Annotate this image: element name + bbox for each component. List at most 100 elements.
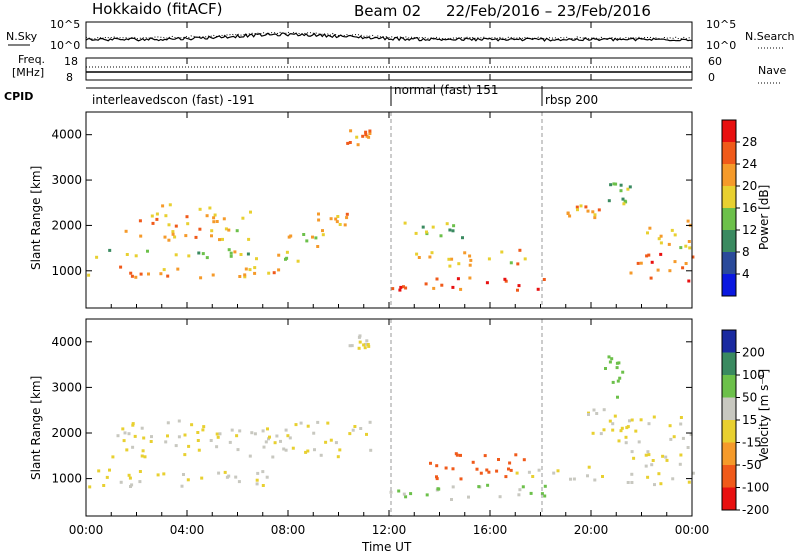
heatmap-cell bbox=[326, 421, 330, 425]
heatmap-cell bbox=[357, 346, 361, 350]
heatmap-cell bbox=[586, 209, 590, 213]
heatmap-cell bbox=[311, 235, 314, 239]
heatmap-cell bbox=[334, 441, 338, 445]
heatmap-cell bbox=[166, 274, 170, 278]
heatmap-cell bbox=[212, 216, 216, 220]
heatmap-cell bbox=[368, 129, 372, 133]
heatmap-cell bbox=[653, 483, 656, 487]
nave-tick-top: 60 bbox=[708, 55, 722, 68]
heatmap-cell bbox=[233, 250, 237, 254]
heatmap-cell bbox=[261, 429, 265, 433]
colorbar-segment bbox=[722, 164, 736, 186]
heatmap-cell bbox=[343, 223, 347, 227]
velocity-colorbar-label: Velocity [m s⁻¹] bbox=[757, 369, 771, 462]
heatmap-cell bbox=[456, 277, 460, 281]
heatmap-cell bbox=[196, 431, 200, 434]
colorbar-tick-label: 12 bbox=[742, 223, 757, 237]
heatmap-cell bbox=[359, 427, 363, 430]
colorbar-segment bbox=[722, 142, 736, 164]
heatmap-cell bbox=[194, 235, 198, 239]
heatmap-cell bbox=[239, 253, 243, 256]
heatmap-cell bbox=[140, 454, 144, 458]
y-tick-label: 3000 bbox=[51, 380, 82, 394]
heatmap-cell bbox=[659, 234, 663, 238]
colorbar-segment bbox=[722, 230, 736, 252]
heatmap-cell bbox=[201, 428, 205, 432]
heatmap-cell bbox=[403, 221, 407, 225]
heatmap-cell bbox=[367, 135, 371, 139]
heatmap-cell bbox=[459, 453, 462, 457]
heatmap-cell bbox=[445, 222, 449, 226]
heatmap-cell bbox=[467, 495, 470, 499]
heatmap-cell bbox=[661, 454, 665, 458]
heatmap-cell bbox=[129, 485, 132, 488]
heatmap-cell bbox=[211, 273, 215, 277]
heatmap-cell bbox=[591, 431, 595, 435]
heatmap-cell bbox=[338, 223, 342, 226]
heatmap-cell bbox=[312, 431, 316, 435]
heatmap-cell bbox=[187, 254, 191, 258]
heatmap-cell bbox=[604, 367, 607, 370]
heatmap-cell bbox=[253, 271, 257, 275]
heatmap-cell bbox=[607, 199, 611, 203]
heatmap-cell bbox=[119, 480, 123, 484]
heatmap-cell bbox=[620, 426, 624, 430]
heatmap-cell bbox=[529, 491, 533, 495]
heatmap-cell bbox=[248, 454, 252, 458]
heatmap-cell bbox=[615, 366, 619, 370]
heatmap-cell bbox=[621, 370, 625, 374]
cpid-label: CPID bbox=[4, 90, 33, 103]
colorbar-tick-label: -200 bbox=[742, 503, 769, 517]
heatmap-cell bbox=[197, 448, 201, 452]
heatmap-cell bbox=[391, 287, 395, 291]
heatmap-cell bbox=[363, 346, 367, 350]
colorbar-tick-label: 28 bbox=[742, 135, 757, 149]
heatmap-cell bbox=[329, 438, 333, 442]
heatmap-cell bbox=[364, 133, 368, 137]
heatmap-cell bbox=[345, 212, 349, 216]
heatmap-cell bbox=[249, 210, 252, 214]
heatmap-cell bbox=[266, 427, 269, 431]
heatmap-cell bbox=[365, 339, 369, 343]
heatmap-cell bbox=[485, 281, 489, 285]
y-tick-label: 2000 bbox=[51, 218, 82, 232]
heatmap-cell bbox=[552, 471, 556, 475]
heatmap-cell bbox=[205, 256, 209, 260]
heatmap-cell bbox=[575, 205, 579, 209]
heatmap-cell bbox=[608, 360, 612, 364]
heatmap-cell bbox=[164, 214, 168, 218]
colorbar-tick-label: 16 bbox=[742, 201, 757, 215]
heatmap-cell bbox=[614, 182, 618, 186]
heatmap-cell bbox=[668, 269, 672, 273]
cpid-segment-1: interleavedscon (fast) -191 bbox=[92, 93, 255, 107]
heatmap-cell bbox=[250, 431, 254, 435]
heatmap-cell bbox=[537, 468, 541, 472]
heatmap-cell bbox=[597, 208, 601, 212]
heatmap-cell bbox=[134, 275, 138, 279]
station-title: Hokkaido (fitACF) bbox=[92, 0, 223, 18]
heatmap-cell bbox=[650, 463, 654, 467]
heatmap-cell bbox=[621, 197, 625, 201]
heatmap-cell bbox=[591, 210, 595, 214]
beam-label: Beam 02 bbox=[354, 2, 421, 20]
heatmap-cell bbox=[205, 214, 209, 218]
heatmap-cell bbox=[415, 252, 419, 256]
heatmap-cell bbox=[610, 357, 614, 361]
heatmap-cell bbox=[404, 495, 408, 499]
heatmap-cell bbox=[618, 376, 622, 380]
x-tick-label: 04:00 bbox=[170, 523, 205, 537]
heatmap-cell bbox=[637, 440, 641, 444]
heatmap-cell bbox=[227, 228, 231, 232]
heatmap-cell bbox=[210, 234, 213, 238]
heatmap-cell bbox=[649, 276, 653, 280]
heatmap-cell bbox=[264, 440, 268, 444]
heatmap-cell bbox=[691, 471, 695, 475]
heatmap-cell bbox=[95, 255, 99, 259]
heatmap-cell bbox=[624, 435, 628, 439]
cpid-segment-2: normal (fast) 151 bbox=[394, 83, 498, 97]
heatmap-cell bbox=[619, 189, 623, 193]
heatmap-cell bbox=[431, 225, 435, 229]
heatmap-cell bbox=[150, 214, 154, 218]
heatmap-cell bbox=[586, 474, 589, 478]
